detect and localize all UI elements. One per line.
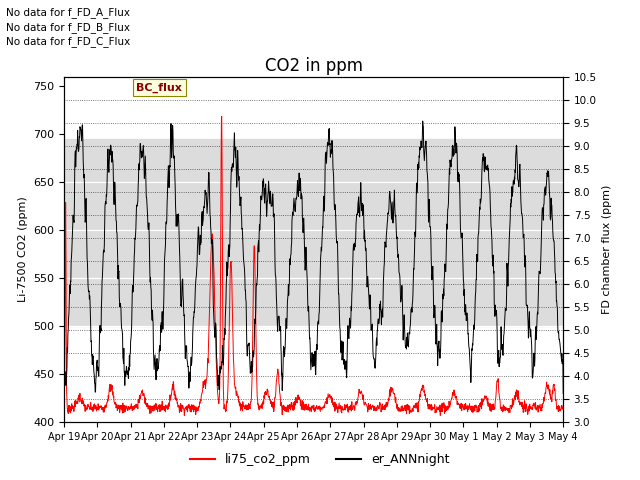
Y-axis label: Li-7500 CO2 (ppm): Li-7500 CO2 (ppm) bbox=[17, 197, 28, 302]
Text: BC_flux: BC_flux bbox=[136, 83, 182, 93]
Legend: li75_co2_ppm, er_ANNnight: li75_co2_ppm, er_ANNnight bbox=[186, 448, 454, 471]
Text: No data for f_FD_B_Flux: No data for f_FD_B_Flux bbox=[6, 22, 131, 33]
Bar bbox=[64, 139, 563, 326]
Text: No data for f_FD_C_Flux: No data for f_FD_C_Flux bbox=[6, 36, 131, 47]
Y-axis label: FD chamber flux (ppm): FD chamber flux (ppm) bbox=[602, 185, 612, 314]
Text: No data for f_FD_A_Flux: No data for f_FD_A_Flux bbox=[6, 7, 131, 18]
Title: CO2 in ppm: CO2 in ppm bbox=[264, 57, 363, 75]
